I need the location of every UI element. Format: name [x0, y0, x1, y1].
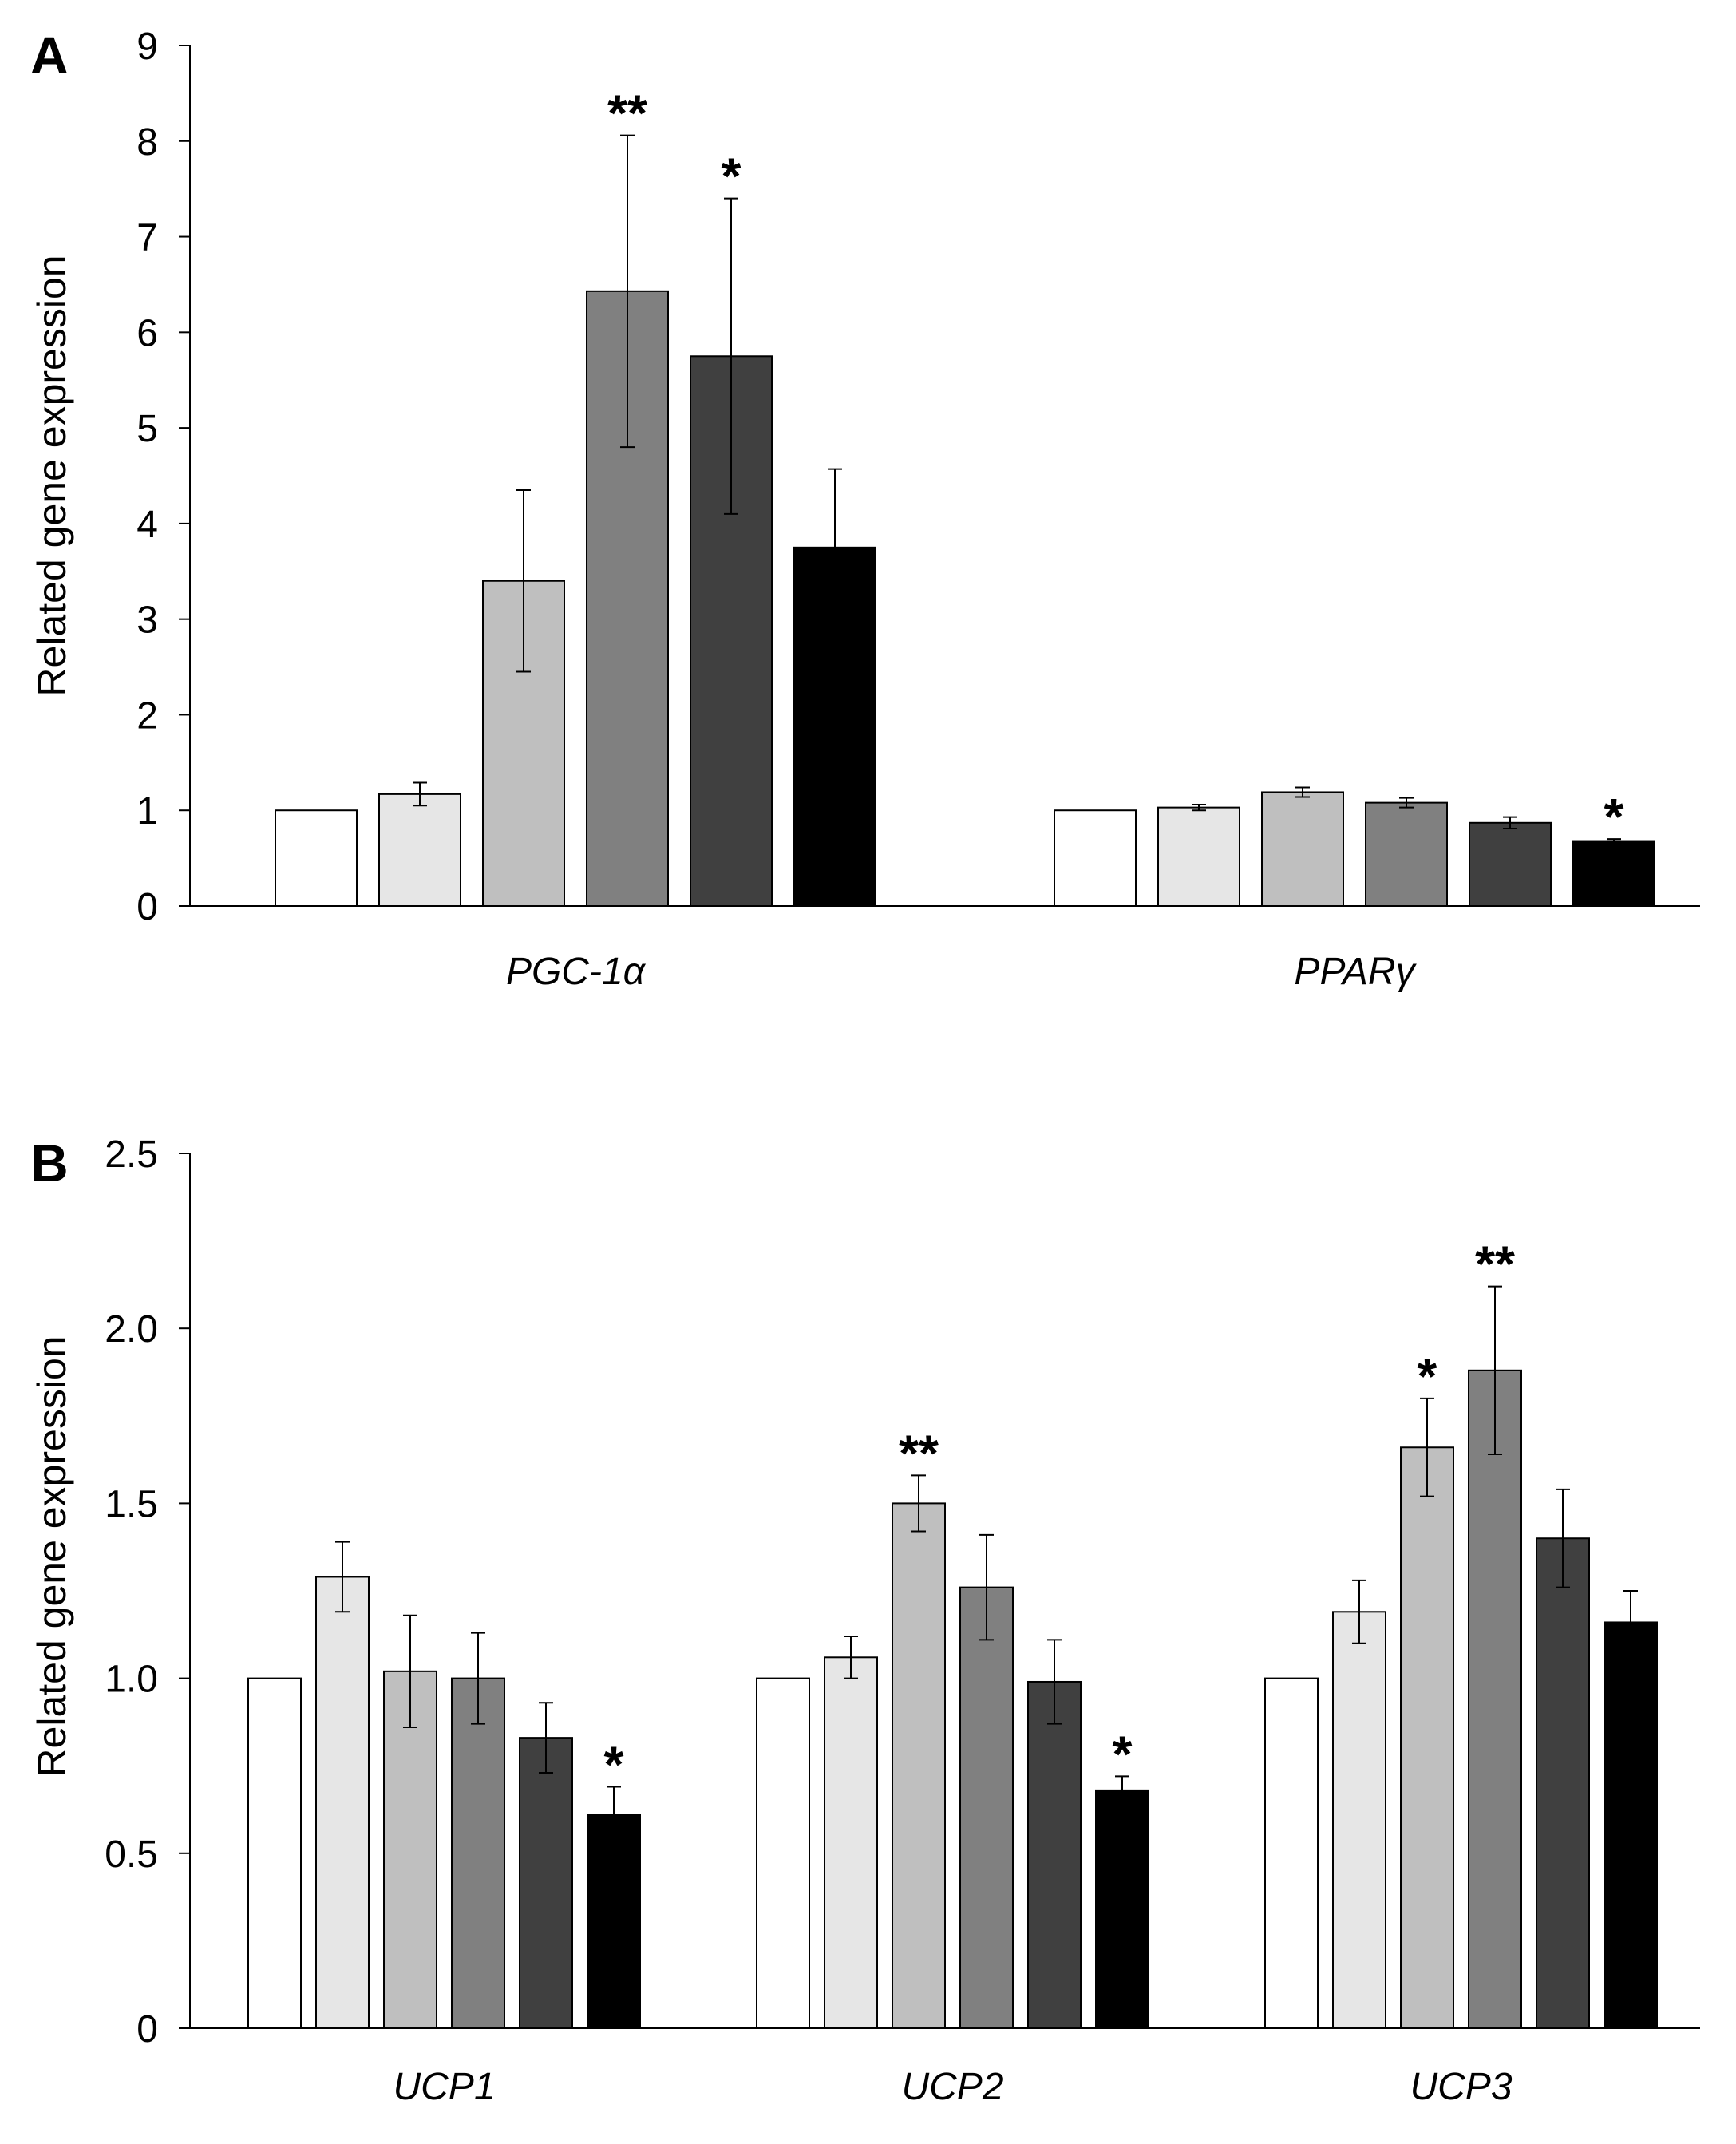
y-tick-label: 1.5 [105, 1483, 158, 1525]
bar [959, 1586, 1014, 2029]
category-label: UCP2 [901, 2066, 1003, 2108]
y-tick-label: 6 [136, 312, 158, 354]
significance-marker: ** [1475, 1236, 1515, 1293]
bar [1261, 791, 1344, 907]
y-tick-label: 3 [136, 599, 158, 642]
bar [1469, 821, 1552, 907]
bar [1264, 1677, 1319, 2030]
category-label: UCP1 [393, 2066, 495, 2108]
y-tick-label: 9 [136, 26, 158, 68]
significance-marker: * [1604, 788, 1624, 845]
significance-marker: * [1418, 1347, 1437, 1405]
y-tick-label: 7 [136, 217, 158, 259]
panel-label: B [30, 1133, 69, 1193]
y-tick-label: 5 [136, 408, 158, 450]
bar [1468, 1369, 1522, 2029]
bar [1604, 1621, 1658, 2030]
bar [383, 1670, 437, 2030]
significance-marker: * [722, 148, 741, 205]
y-tick-label: 0 [136, 2008, 158, 2051]
bar [1095, 1789, 1149, 2029]
bar [1027, 1680, 1082, 2029]
chart-panel-b: B Related gene expression 0 0.5 1.0 1.5 2.0 2.5… [30, 1133, 1700, 2108]
bar [247, 1677, 302, 2030]
category-label: UCP3 [1410, 2066, 1512, 2108]
y-tick-label: 0 [136, 886, 158, 928]
bar [1400, 1446, 1454, 2029]
bar [378, 793, 461, 907]
bar [275, 809, 358, 908]
bar [1365, 801, 1448, 908]
bar [1572, 840, 1655, 908]
y-axis-title: Related gene expression [30, 1335, 74, 1777]
significance-marker: ** [899, 1424, 939, 1481]
significance-marker: ** [607, 85, 647, 142]
significance-marker: * [604, 1736, 624, 1794]
bar [519, 1737, 573, 2029]
y-tick-label: 1 [136, 790, 158, 833]
bar [1332, 1611, 1386, 2029]
y-tick-label: 2 [136, 694, 158, 737]
y-tick-label: 8 [136, 121, 158, 164]
significance-marker: * [1113, 1725, 1133, 1782]
y-tick-label: 2.5 [105, 1133, 158, 1176]
bar [587, 1814, 641, 2029]
bar [1536, 1537, 1590, 2029]
y-tick-label: 2.0 [105, 1308, 158, 1351]
category-label: PPARγ [1294, 951, 1417, 993]
y-tick-label: 4 [136, 504, 158, 546]
bar [451, 1677, 505, 2030]
bar [824, 1656, 878, 2029]
y-tick-label: 0.5 [105, 1833, 158, 1876]
panel-label: A [30, 26, 69, 85]
y-axis-title: Related gene expression [30, 255, 74, 696]
bar [756, 1677, 810, 2030]
bar [315, 1576, 370, 2029]
bar [1157, 806, 1240, 908]
y-tick-label: 1.0 [105, 1659, 158, 1701]
bar [1054, 809, 1137, 908]
bar [892, 1502, 946, 2029]
category-label: PGC-1α [506, 951, 647, 993]
